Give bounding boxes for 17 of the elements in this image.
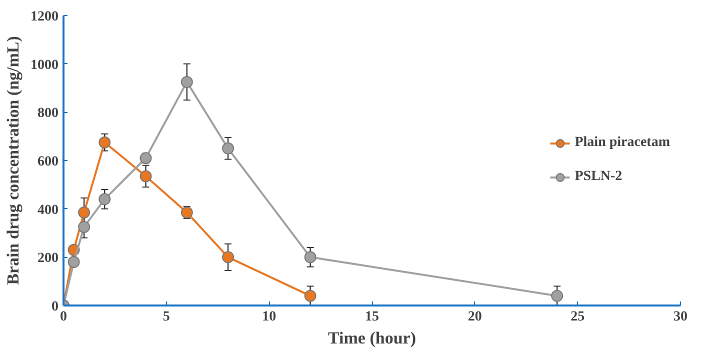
y-tick-label: 1200: [30, 10, 58, 24]
y-tick-label: 0: [52, 300, 58, 314]
x-tick-label: 30: [674, 310, 688, 324]
y-tick-label: 600: [38, 154, 58, 170]
y-tick-label: 800: [38, 106, 58, 122]
y-tick-label: 1000: [30, 58, 58, 73]
y-tick-label: 200: [38, 251, 58, 266]
x-tick-label: 20: [468, 310, 482, 324]
x-tick-label: 10: [262, 310, 276, 324]
legend-label: Plain piracetam: [574, 135, 670, 151]
y-axis-title: Brain drug concentration (ng/mL): [4, 36, 22, 285]
x-tick-label: 5: [162, 310, 170, 324]
x-tick-label: 25: [570, 310, 585, 324]
legend-label: PSLN-2: [574, 169, 622, 185]
x-axis-title: Time (hour): [328, 328, 416, 348]
x-tick-label: 15: [365, 310, 379, 324]
y-tick-label: 400: [38, 202, 58, 218]
